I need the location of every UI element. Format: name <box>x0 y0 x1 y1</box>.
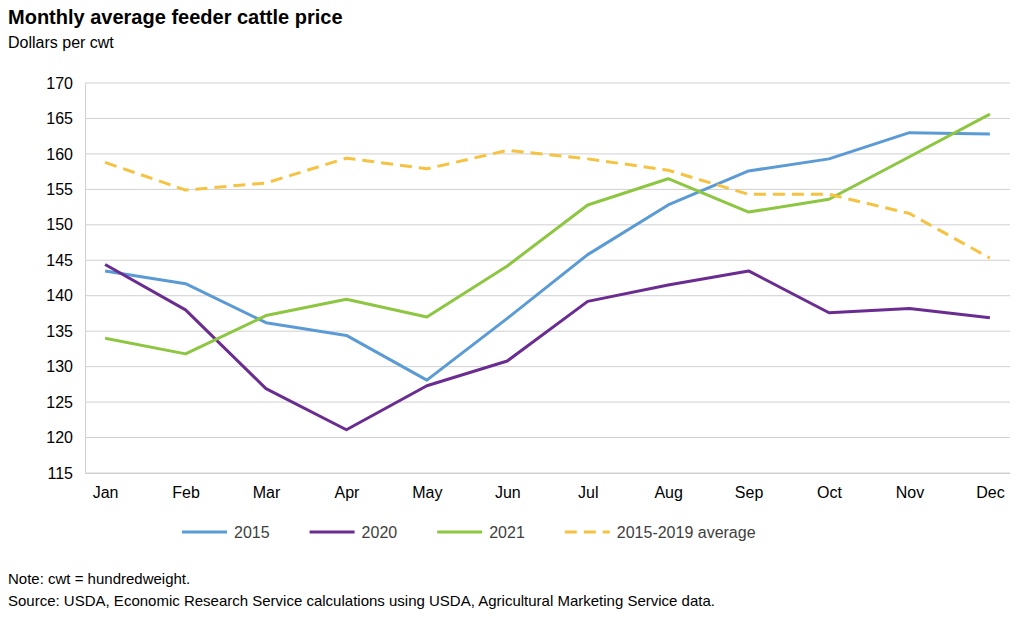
y-tick: 155 <box>46 181 85 198</box>
legend-item: 2021 <box>437 524 525 541</box>
x-tick-label: Sep <box>735 484 764 501</box>
grid-line <box>85 366 1010 367</box>
x-tick-label: Feb <box>172 484 200 501</box>
legend-label: 2015-2019 average <box>617 524 756 541</box>
x-tick: Dec <box>976 473 1004 501</box>
y-tick: 135 <box>46 323 85 340</box>
x-tick: Jul <box>578 473 598 501</box>
y-tick: 145 <box>46 252 85 269</box>
y-tick-label: 120 <box>46 429 73 446</box>
x-tick: Jan <box>93 473 119 501</box>
x-tick-label: Jan <box>93 484 119 501</box>
y-axis-line <box>85 84 86 474</box>
y-tick-label: 160 <box>46 146 73 163</box>
legend-label: 2015 <box>234 524 270 541</box>
series-line <box>105 133 990 380</box>
x-tick-label: Apr <box>334 484 360 501</box>
x-tick: Feb <box>172 473 200 501</box>
source: Source: USDA, Economic Research Service … <box>8 592 715 609</box>
legend-item: 2015 <box>182 524 270 541</box>
grid-line <box>85 224 1010 225</box>
chart: Monthly average feeder cattle price Dolla… <box>0 0 1024 622</box>
x-tick: May <box>412 473 442 501</box>
y-tick-label: 170 <box>46 75 73 92</box>
y-tick: 125 <box>46 394 85 411</box>
title: Monthly average feeder cattle price <box>8 6 343 28</box>
x-tick-label: Aug <box>654 484 682 501</box>
y-tick: 160 <box>46 146 85 163</box>
legend-item: 2015-2019 average <box>565 524 756 541</box>
x-tick: Sep <box>735 473 764 501</box>
subtitle: Dollars per cwt <box>8 34 114 51</box>
x-tick: Aug <box>654 473 682 501</box>
y-tick: 170 <box>46 75 85 92</box>
legend-label: 2021 <box>489 524 525 541</box>
x-tick-label: Jul <box>578 484 598 501</box>
grid-line <box>85 437 1010 438</box>
y-tick: 140 <box>46 287 85 304</box>
x-tick: Mar <box>253 473 281 501</box>
grid-line <box>85 260 1010 261</box>
y-tick-label: 125 <box>46 394 73 411</box>
y-tick-label: 145 <box>46 252 73 269</box>
legend: 2015 2020 2021 2015-2019 average <box>182 524 756 541</box>
x-tick-label: Mar <box>253 484 281 501</box>
series-line <box>105 114 990 354</box>
grid-line <box>85 473 1010 474</box>
grid <box>85 83 1010 473</box>
y-tick-label: 140 <box>46 287 73 304</box>
grid-line <box>85 118 1010 119</box>
y-tick: 120 <box>46 429 85 446</box>
y-tick-label: 165 <box>46 110 73 127</box>
note: Note: cwt = hundredweight. <box>8 570 190 587</box>
legend-swatch <box>437 531 482 534</box>
x-axis: Jan Feb Mar Apr May Jun Jul Aug Sep Oct Nov Dec <box>86 473 1011 501</box>
grid-line <box>85 83 1010 84</box>
grid-line <box>85 189 1010 190</box>
y-tick-label: 135 <box>46 323 73 340</box>
legend-swatch <box>565 531 610 534</box>
x-tick: Nov <box>896 473 924 501</box>
y-tick: 150 <box>46 216 85 233</box>
y-tick-label: 130 <box>46 358 73 375</box>
y-axis: 115 120 125 130 135 140 145 150 155 160 165 170 <box>46 75 85 482</box>
x-tick-label: Nov <box>896 484 924 501</box>
grid-line <box>85 153 1010 154</box>
grid-line <box>85 295 1010 296</box>
legend-item: 2020 <box>310 524 398 541</box>
lines <box>105 114 990 430</box>
y-tick-label: 115 <box>47 465 73 482</box>
x-tick: Oct <box>817 473 842 501</box>
x-tick: Jun <box>495 473 521 501</box>
x-tick-label: May <box>412 484 442 501</box>
x-tick-label: Dec <box>976 484 1004 501</box>
legend-swatch <box>182 531 227 534</box>
x-tick: Apr <box>334 473 360 501</box>
y-tick: 115 <box>47 465 85 482</box>
series-line <box>105 265 990 430</box>
x-tick-label: Oct <box>817 484 842 501</box>
x-tick-label: Jun <box>495 484 521 501</box>
x-axis-line <box>86 473 1011 474</box>
legend-label: 2020 <box>362 524 398 541</box>
y-tick: 130 <box>46 358 85 375</box>
y-tick: 165 <box>46 110 85 127</box>
series-line <box>105 150 990 258</box>
grid-line <box>85 402 1010 403</box>
legend-swatch <box>310 531 355 534</box>
y-tick-label: 155 <box>46 181 73 198</box>
y-tick-label: 150 <box>46 216 73 233</box>
